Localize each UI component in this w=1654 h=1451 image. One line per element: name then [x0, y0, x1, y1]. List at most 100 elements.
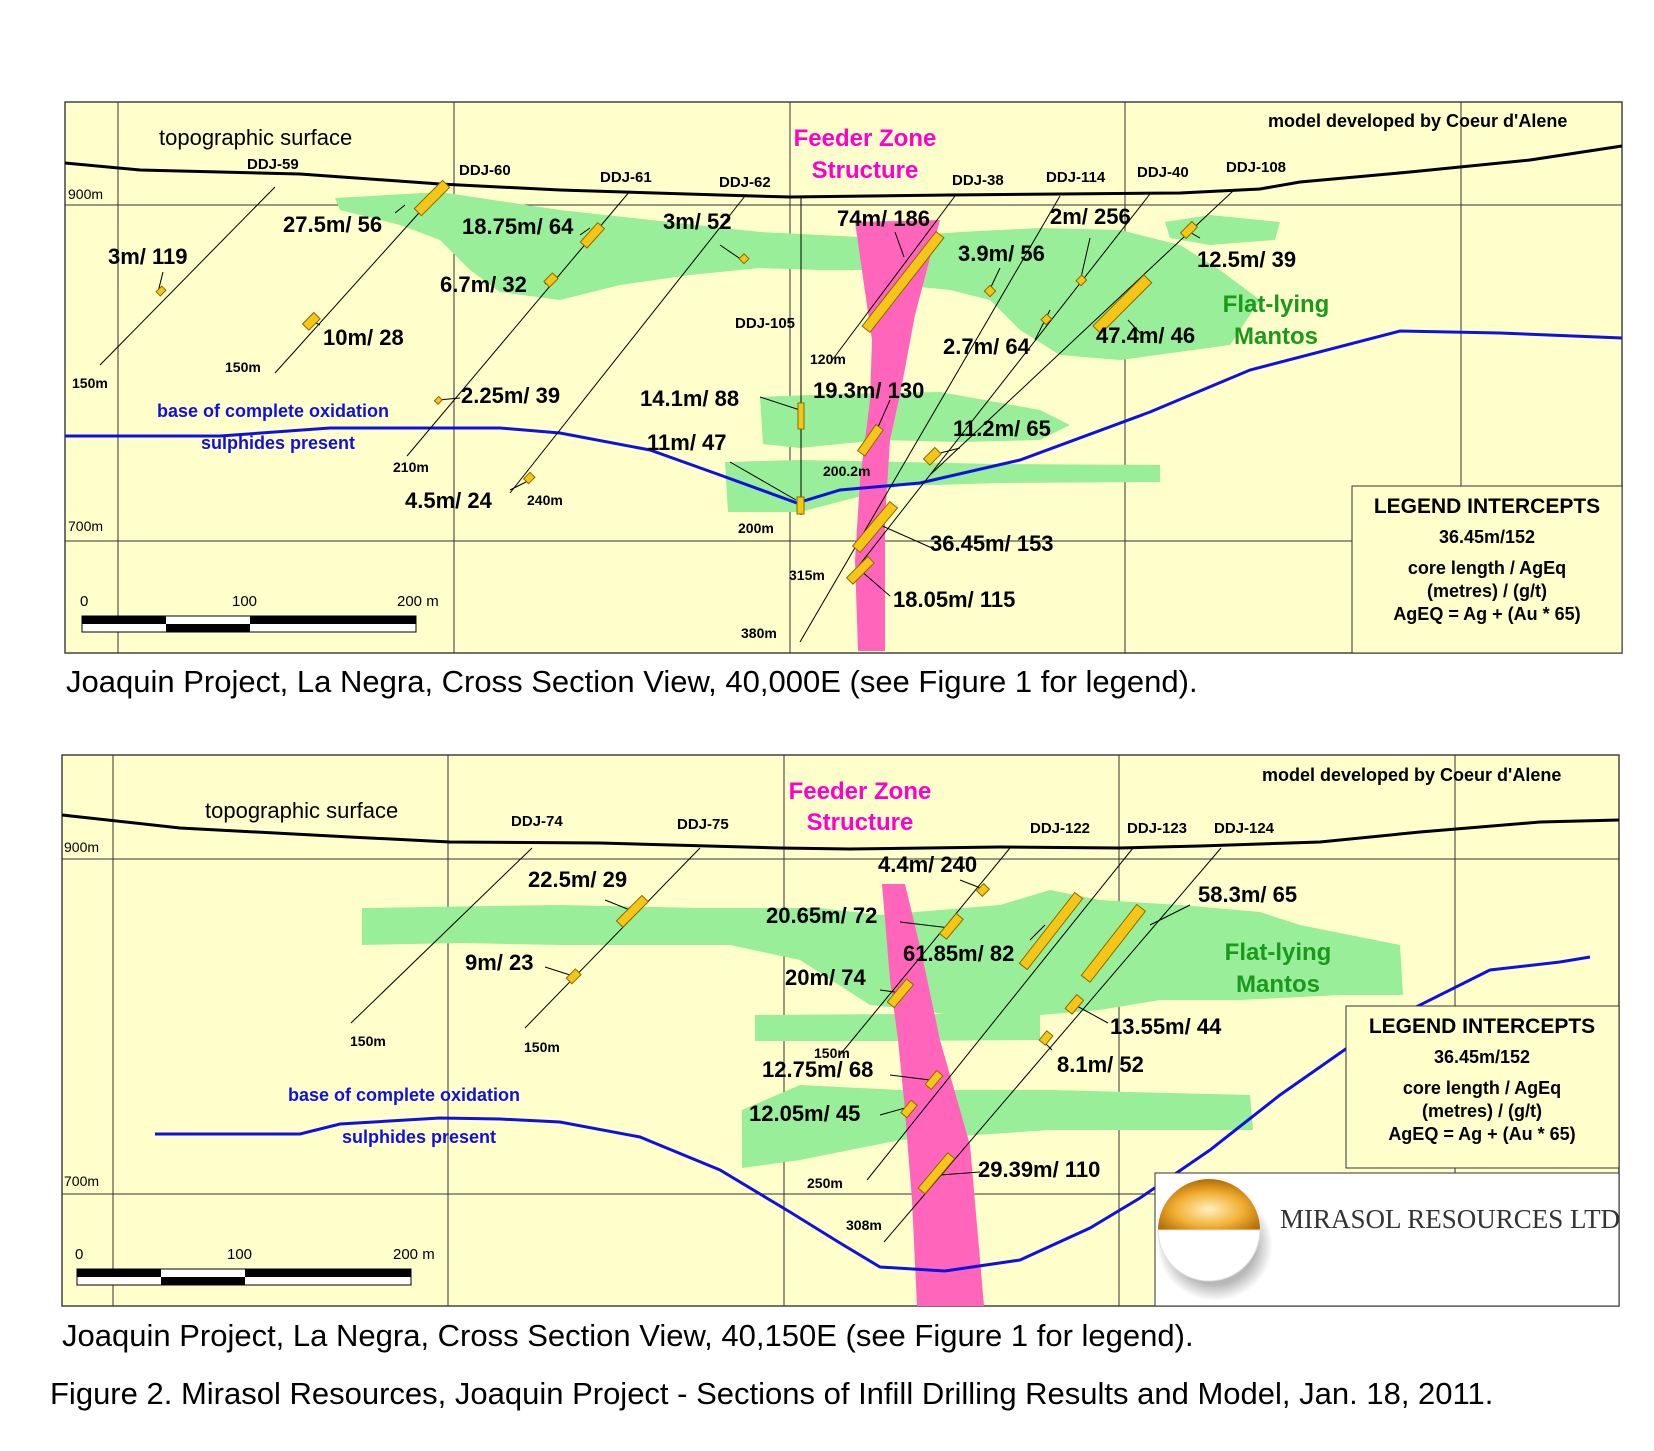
intercept-bar [1018, 891, 1084, 971]
intercept-bar [924, 1069, 944, 1091]
hole-label: DDJ-105 [735, 315, 795, 332]
legend-box [1351, 485, 1623, 654]
intercept-label: 58.3m/ 65 [1198, 882, 1297, 907]
intercept-bar [845, 555, 875, 585]
intercept-label: 27.5m/ 56 [283, 212, 382, 237]
legend-text: LEGEND INTERCEPTS 36.45m/152 core length… [1369, 1015, 1595, 1144]
intercept-bar [983, 284, 997, 298]
hole-label: DDJ-123 [1127, 820, 1187, 837]
depth-label: 150m [72, 375, 108, 391]
feeder-label-1: Feeder Zone [794, 125, 937, 152]
hole-label: DDJ-124 [1214, 820, 1275, 837]
intercept-label: 3.9m/ 56 [958, 241, 1045, 266]
hole-labels: DDJ-74 DDJ-75 DDJ-122 DDJ-123 DDJ-124 [511, 813, 1275, 837]
intercept-label: 2m/ 256 [1050, 204, 1131, 229]
intercept-label: 12.05m/ 45 [749, 1101, 860, 1126]
intercept-bar [565, 968, 582, 985]
legend-box [1345, 1005, 1620, 1169]
intercept-label: 12.5m/ 39 [1197, 247, 1296, 272]
intercept-label: 11m/ 47 [647, 430, 727, 455]
intercept-label: 19.3m/ 130 [813, 378, 924, 403]
elevation-700: 700m [64, 1173, 99, 1189]
intercept-label: 18.75m/ 64 [462, 214, 574, 239]
intercept-bar [1075, 274, 1088, 287]
hole-label: DDJ-122 [1030, 820, 1090, 837]
depth-label: 200m [738, 520, 774, 536]
depth-label: 120m [810, 351, 846, 367]
section-1-caption: Joaquin Project, La Negra, Cross Section… [66, 664, 1198, 699]
depth-label: 315m [789, 567, 825, 583]
drill-hole-ddj-60 [274, 183, 446, 374]
scale-label-200: 200 m [393, 1246, 435, 1263]
mantos-label-1: Flat-lying [1225, 939, 1332, 966]
scale-bar [76, 1268, 412, 1286]
intercept-label: 18.05m/ 115 [893, 587, 1015, 612]
intercept-bar [738, 253, 750, 265]
flat-lying-mantos [335, 192, 1280, 512]
legend-text: LEGEND INTERCEPTS 36.45m/152 core length… [1374, 495, 1600, 624]
intercept-label: 10m/ 28 [323, 325, 404, 350]
intercept-bar [886, 978, 915, 1009]
leader-lines [544, 879, 1191, 1176]
section-2-caption: Joaquin Project, La Negra, Cross Section… [62, 1318, 1194, 1353]
topographic-surface-line [64, 144, 1623, 199]
intercept-label: 13.55m/ 44 [1110, 1014, 1222, 1039]
intercept-bar [938, 912, 964, 940]
intercept-label: 36.45m/ 153 [930, 531, 1054, 556]
intercept-bar [861, 230, 945, 334]
feeder-label-2: Structure [807, 809, 914, 836]
section-40150E: MIRASOL RESOURCES LTD topographic surfac… [61, 754, 1620, 1307]
hole-labels: DDJ-59 DDJ-60 DDJ-61 DDJ-62 DDJ-38 DDJ-1… [247, 156, 1286, 332]
topo-label: topographic surface [159, 125, 352, 150]
drill-hole-ddj-122 [838, 847, 1011, 1057]
base-of-oxidation-line [65, 329, 1623, 505]
sulphides-label: sulphides present [201, 433, 355, 453]
legend-line-2: (metres) / (g/t) [1422, 1101, 1542, 1121]
depth-label: 308m [846, 1217, 882, 1233]
figure-caption: Figure 2. Mirasol Resources, Joaquin Pro… [50, 1376, 1494, 1411]
hole-label: DDJ-59 [247, 156, 299, 173]
intercept-label: 12.75m/ 68 [762, 1057, 873, 1082]
drill-hole-ddj-75 [524, 847, 701, 1029]
intercept-bar [851, 500, 899, 554]
topo-label: topographic surface [205, 798, 398, 823]
legend-line-3: AgEQ = Ag + (Au * 65) [1393, 604, 1580, 624]
intercept-label: 2.7m/ 64 [943, 334, 1031, 359]
intercept-bar [615, 894, 649, 928]
intercept-bar [1038, 1030, 1054, 1046]
intercept-bar [1179, 220, 1199, 240]
sulphides-label: sulphides present [342, 1127, 496, 1147]
intercept-label: 4.4m/ 240 [878, 852, 977, 877]
intercept-label: 61.85m/ 82 [903, 941, 1014, 966]
scale-label-100: 100 [227, 1246, 252, 1263]
scale-bar [81, 615, 417, 633]
legend-example: 36.45m/152 [1439, 527, 1535, 547]
intercept-label: 14.1m/ 88 [640, 386, 739, 411]
intercept-bar [155, 285, 167, 297]
intercept-label: 22.5m/ 29 [528, 867, 627, 892]
intercept-bars [155, 179, 1199, 585]
intercept-bar [522, 471, 536, 485]
legend-title: LEGEND INTERCEPTS [1369, 1015, 1595, 1038]
intercept-label: 11.2m/ 65 [953, 416, 1051, 441]
intercept-bar [1080, 903, 1147, 983]
mirasol-logo: MIRASOL RESOURCES LTD [1154, 1172, 1620, 1307]
legend-line-2: (metres) / (g/t) [1427, 581, 1547, 601]
hole-label: DDJ-75 [677, 816, 729, 833]
section-40000E: topographic surface model developed by C… [64, 101, 1623, 654]
depth-label: 150m [814, 1045, 850, 1061]
intercept-label: 8.1m/ 52 [1057, 1052, 1144, 1077]
hole-label: DDJ-60 [459, 162, 511, 179]
intercept-label: 6.7m/ 32 [440, 272, 527, 297]
scale-label-200: 200 m [397, 593, 439, 610]
intercept-label: 29.39m/ 110 [978, 1157, 1100, 1182]
intercept-bar [796, 496, 805, 515]
drill-hole-ddj-59 [99, 186, 276, 366]
feeder-label-2: Structure [812, 157, 919, 184]
logo-lower-half-icon [1157, 1229, 1261, 1282]
model-note: model developed by Coeur d'Alene [1268, 111, 1567, 131]
legend-line-1: core length / AgEq [1403, 1078, 1561, 1098]
oxidation-label: base of complete oxidation [288, 1085, 520, 1105]
intercept-label: 4.5m/ 24 [405, 488, 493, 513]
depth-labels: 150m 150m 150m 250m 308m [350, 1033, 882, 1233]
